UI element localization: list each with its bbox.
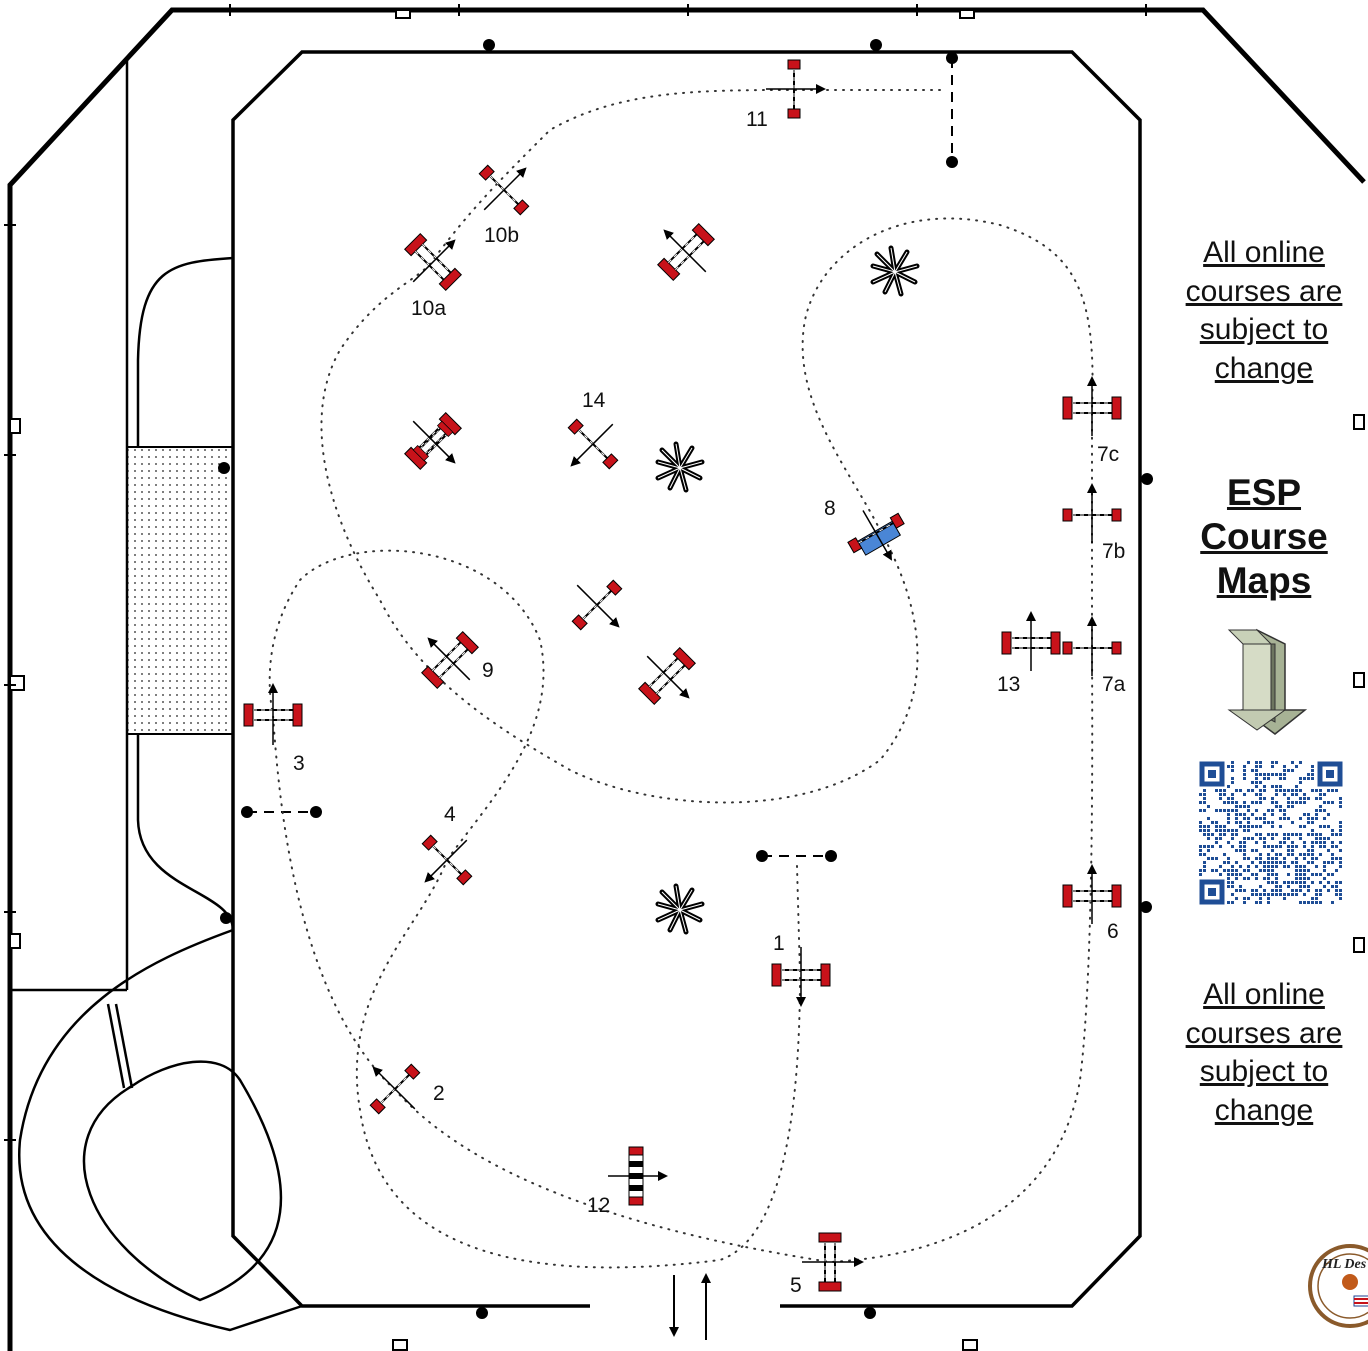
label-7a: 7a (1102, 673, 1126, 696)
logo-seal-icon: HL Des (1308, 1244, 1368, 1328)
jump-7c (1062, 376, 1122, 436)
jump-14 (567, 418, 619, 470)
label-12: 12 (587, 1194, 610, 1217)
jump-2 (369, 1063, 421, 1115)
timer-lines (247, 58, 953, 857)
label-2: 2 (433, 1082, 445, 1105)
label-5: 5 (790, 1274, 802, 1297)
jump-8 (846, 510, 906, 561)
jump-7b (1062, 483, 1122, 543)
label-3: 3 (293, 752, 305, 775)
jump-1 (771, 947, 831, 1007)
jump-11 (766, 59, 826, 119)
label-11: 11 (746, 108, 768, 131)
extra-jump (571, 579, 623, 631)
label-10b: 10b (484, 224, 519, 247)
label-10a: 10a (411, 297, 446, 320)
jump-7a (1062, 616, 1122, 676)
label-13: 13 (997, 673, 1020, 696)
label-9: 9 (482, 659, 494, 682)
extra-jump (403, 411, 463, 471)
in-gate-arrows (669, 1273, 711, 1340)
label-6: 6 (1107, 920, 1119, 943)
plant-icon (873, 248, 917, 294)
jump-10b (478, 164, 530, 216)
label-14: 14 (582, 389, 606, 412)
extra-jump (656, 222, 716, 282)
label-8: 8 (824, 497, 836, 520)
jump-13 (1001, 611, 1061, 671)
jump-3 (243, 683, 303, 745)
arrow-down-box-icon (1227, 628, 1308, 735)
plant-icon (658, 444, 702, 490)
label-4: 4 (444, 803, 456, 826)
arena-fence (231, 50, 1142, 1308)
notice-bottom: All online courses are subject to change (1185, 978, 1343, 1127)
label-7c: 7c (1097, 443, 1119, 466)
jump-6 (1062, 864, 1122, 924)
qr-code-icon (1199, 761, 1343, 905)
jump-10a (403, 232, 463, 292)
notice-top: All online courses are subject to change (1185, 236, 1343, 385)
logo-text: HL Des (1321, 1257, 1367, 1272)
extra-jump (637, 646, 697, 706)
jump-4 (421, 834, 473, 886)
grandstand-area (126, 446, 234, 735)
label-1: 1 (773, 932, 785, 955)
jump-12 (608, 1146, 668, 1206)
brand-title: ESP Course Maps (1200, 472, 1328, 601)
jump-9 (420, 630, 480, 690)
jump-5 (802, 1232, 864, 1292)
label-7b: 7b (1102, 540, 1125, 563)
plant-icon (658, 886, 702, 932)
outer-wall (7, 7, 1366, 1351)
